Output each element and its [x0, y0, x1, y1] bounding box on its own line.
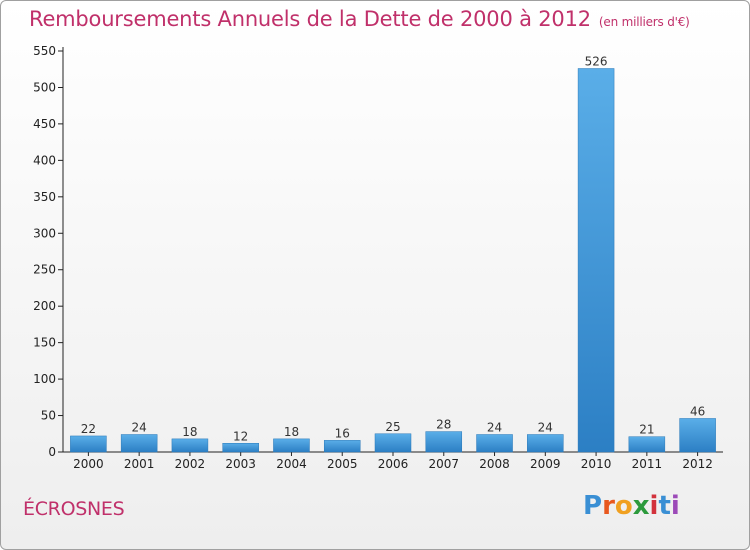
- value-label-2008: 24: [487, 421, 502, 435]
- x-tick-label-2010: 2010: [581, 457, 612, 471]
- bar-2000: [70, 435, 107, 453]
- x-tick-label-2001: 2001: [124, 457, 155, 471]
- y-tick-label: 150: [33, 336, 56, 350]
- x-tick-label-2012: 2012: [682, 457, 713, 471]
- logo-letter: i: [649, 491, 659, 521]
- y-tick-label: 100: [33, 372, 56, 386]
- value-label-2004: 18: [284, 425, 299, 439]
- value-label-2009: 24: [538, 421, 553, 435]
- y-tick-label: 300: [33, 226, 56, 240]
- x-tick-label-2003: 2003: [225, 457, 256, 471]
- y-tick-label: 250: [33, 263, 56, 277]
- bars: 22 24 18 12 18 16 25 28 24 24 526 21 46: [70, 54, 716, 453]
- proxiti-logo: Proxiti: [583, 491, 680, 521]
- x-tick-label-2000: 2000: [73, 457, 104, 471]
- y-tick-label: 350: [33, 190, 56, 204]
- x-tick-label-2006: 2006: [378, 457, 409, 471]
- x-tick-label-2009: 2009: [530, 457, 561, 471]
- logo-letter: i: [670, 491, 680, 521]
- chart-unit: (en milliers d'€): [598, 15, 690, 29]
- bar-2001: [120, 434, 158, 453]
- x-tick-label-2007: 2007: [428, 457, 459, 471]
- logo-letter: x: [632, 491, 650, 521]
- x-tick-label-2011: 2011: [632, 457, 663, 471]
- value-label-2010: 526: [585, 54, 608, 68]
- y-tick-label: 0: [48, 445, 56, 459]
- bar-2004: [273, 438, 310, 453]
- value-label-2007: 28: [436, 418, 451, 432]
- bar-2006: [374, 433, 412, 453]
- bar-2012: [679, 418, 716, 453]
- y-tick-label: 400: [33, 153, 56, 167]
- chart-title-text: Remboursements Annuels de la Dette de 20…: [29, 7, 591, 31]
- value-label-2011: 21: [639, 423, 654, 437]
- logo-letter: r: [602, 491, 615, 521]
- commune-name: ÉCROSNES: [23, 498, 125, 520]
- bar-2007: [425, 431, 463, 453]
- x-tick-label-2008: 2008: [479, 457, 510, 471]
- logo-letter: o: [614, 491, 633, 521]
- y-tick-label: 200: [33, 299, 56, 313]
- logo-letter: t: [658, 491, 671, 521]
- x-tick-label-2002: 2002: [175, 457, 206, 471]
- value-label-2005: 16: [335, 426, 350, 440]
- x-tick-label-2004: 2004: [276, 457, 307, 471]
- y-tick-label: 500: [33, 80, 56, 94]
- bar-2002: [171, 438, 209, 453]
- bar-2009: [527, 434, 564, 453]
- y-tick-label: 450: [33, 117, 56, 131]
- value-label-2002: 18: [182, 425, 197, 439]
- axes: 0 50 100 150 200 250 300 350 400 450 500 550 2000 200…: [33, 44, 723, 471]
- bar-2003: [222, 443, 259, 453]
- value-label-2006: 25: [385, 420, 400, 434]
- value-label-2012: 46: [690, 404, 705, 418]
- bar-2005: [323, 440, 361, 453]
- x-tick-label-2005: 2005: [327, 457, 358, 471]
- value-label-2000: 22: [81, 422, 96, 436]
- logo-letter: P: [583, 491, 603, 521]
- value-label-2003: 12: [233, 429, 248, 443]
- bar-2010: [577, 68, 615, 453]
- value-label-2001: 24: [132, 421, 147, 435]
- y-tick-label: 50: [41, 409, 56, 423]
- bar-2011: [628, 436, 666, 453]
- bar-2008: [476, 434, 513, 453]
- chart-title: Remboursements Annuels de la Dette de 20…: [29, 7, 690, 31]
- y-tick-label: 550: [33, 44, 56, 58]
